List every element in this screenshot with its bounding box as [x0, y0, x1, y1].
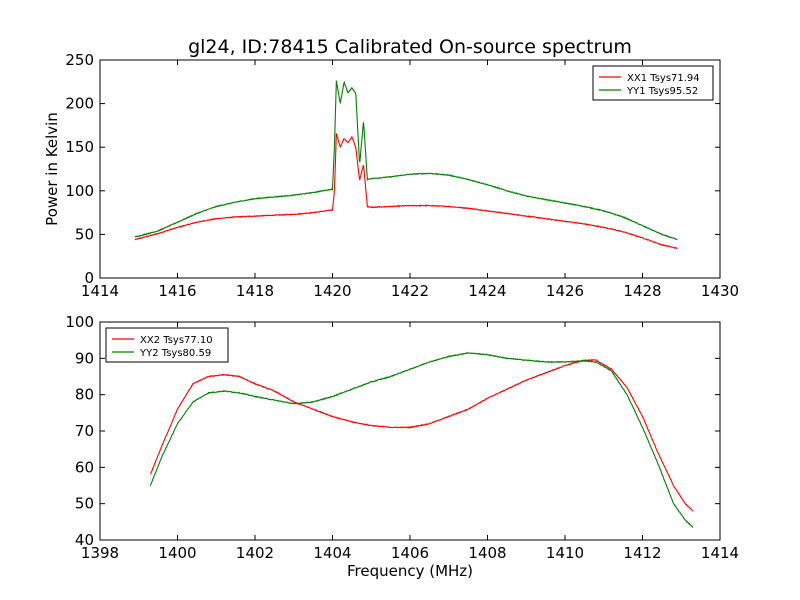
- x-tick-label: 1426: [546, 282, 584, 300]
- y-tick-label: 50: [75, 225, 94, 243]
- y-tick-label: 40: [75, 531, 94, 549]
- series-line-2: [134, 80, 678, 241]
- x-tick-label: 1420: [313, 282, 351, 300]
- x-tick-label: 1408: [468, 544, 506, 562]
- x-axis-label: Frequency (MHz): [347, 562, 473, 580]
- figure-title: gl24, ID:78415 Calibrated On-source spec…: [188, 36, 632, 58]
- x-tick-label: 1404: [313, 544, 351, 562]
- x-tick-label: 1418: [236, 282, 274, 300]
- y-tick-label: 90: [75, 349, 94, 367]
- x-tick-label: 1416: [158, 282, 196, 300]
- bottom-spectrum-plot: 1398 1400 1402 1404 1406 1408 1410 1412 1414 40 50…: [65, 313, 739, 580]
- x-tick-label: 1410: [546, 544, 584, 562]
- series-line-2: [149, 351, 694, 528]
- legend: XX1 Tsys71.94 YY1 Tsys95.52: [592, 65, 714, 101]
- legend: XX2 Tsys77.10 YY2 Tsys80.59: [105, 327, 229, 363]
- top-spectrum-plot: 1414 1416 1418 1420 1422 1424 1426 1428 1430 0 50 1…: [43, 51, 739, 300]
- legend-label: XX2 Tsys77.10: [140, 335, 213, 346]
- y-tick-label: 70: [75, 422, 94, 440]
- legend-label: YY2 Tsys80.59: [139, 348, 211, 359]
- x-tick-label: 1422: [391, 282, 429, 300]
- y-tick-label: 100: [65, 313, 94, 331]
- x-tick-label: 1424: [468, 282, 506, 300]
- y-tick-label: 100: [65, 182, 94, 200]
- x-tick-label: 1414: [81, 282, 119, 300]
- y-tick-label: 150: [65, 138, 94, 156]
- y-tick-label: 80: [75, 386, 94, 404]
- legend-label: YY1 Tsys95.52: [626, 86, 698, 97]
- y-tick-label: 60: [75, 458, 94, 476]
- legend-label: XX1 Tsys71.94: [627, 73, 700, 84]
- y-tick-label: 250: [65, 51, 94, 69]
- x-tick-label: 1428: [623, 282, 661, 300]
- x-tick-label: 1430: [701, 282, 739, 300]
- y-axis-label: Power in Kelvin: [43, 112, 61, 226]
- legend-box: [592, 65, 714, 101]
- x-tick-label: 1414: [701, 544, 739, 562]
- series-line-1: [134, 133, 678, 250]
- x-tick-label: 1400: [158, 544, 196, 562]
- x-tick-label: 1402: [236, 544, 274, 562]
- y-tick-label: 200: [65, 95, 94, 113]
- series-line-1: [149, 358, 693, 512]
- x-tick-label: 1398: [81, 544, 119, 562]
- y-tick-label: 0: [84, 269, 94, 287]
- y-tick-label: 50: [75, 495, 94, 513]
- x-tick-label: 1406: [391, 544, 429, 562]
- legend-box: [105, 327, 229, 363]
- x-tick-label: 1412: [623, 544, 661, 562]
